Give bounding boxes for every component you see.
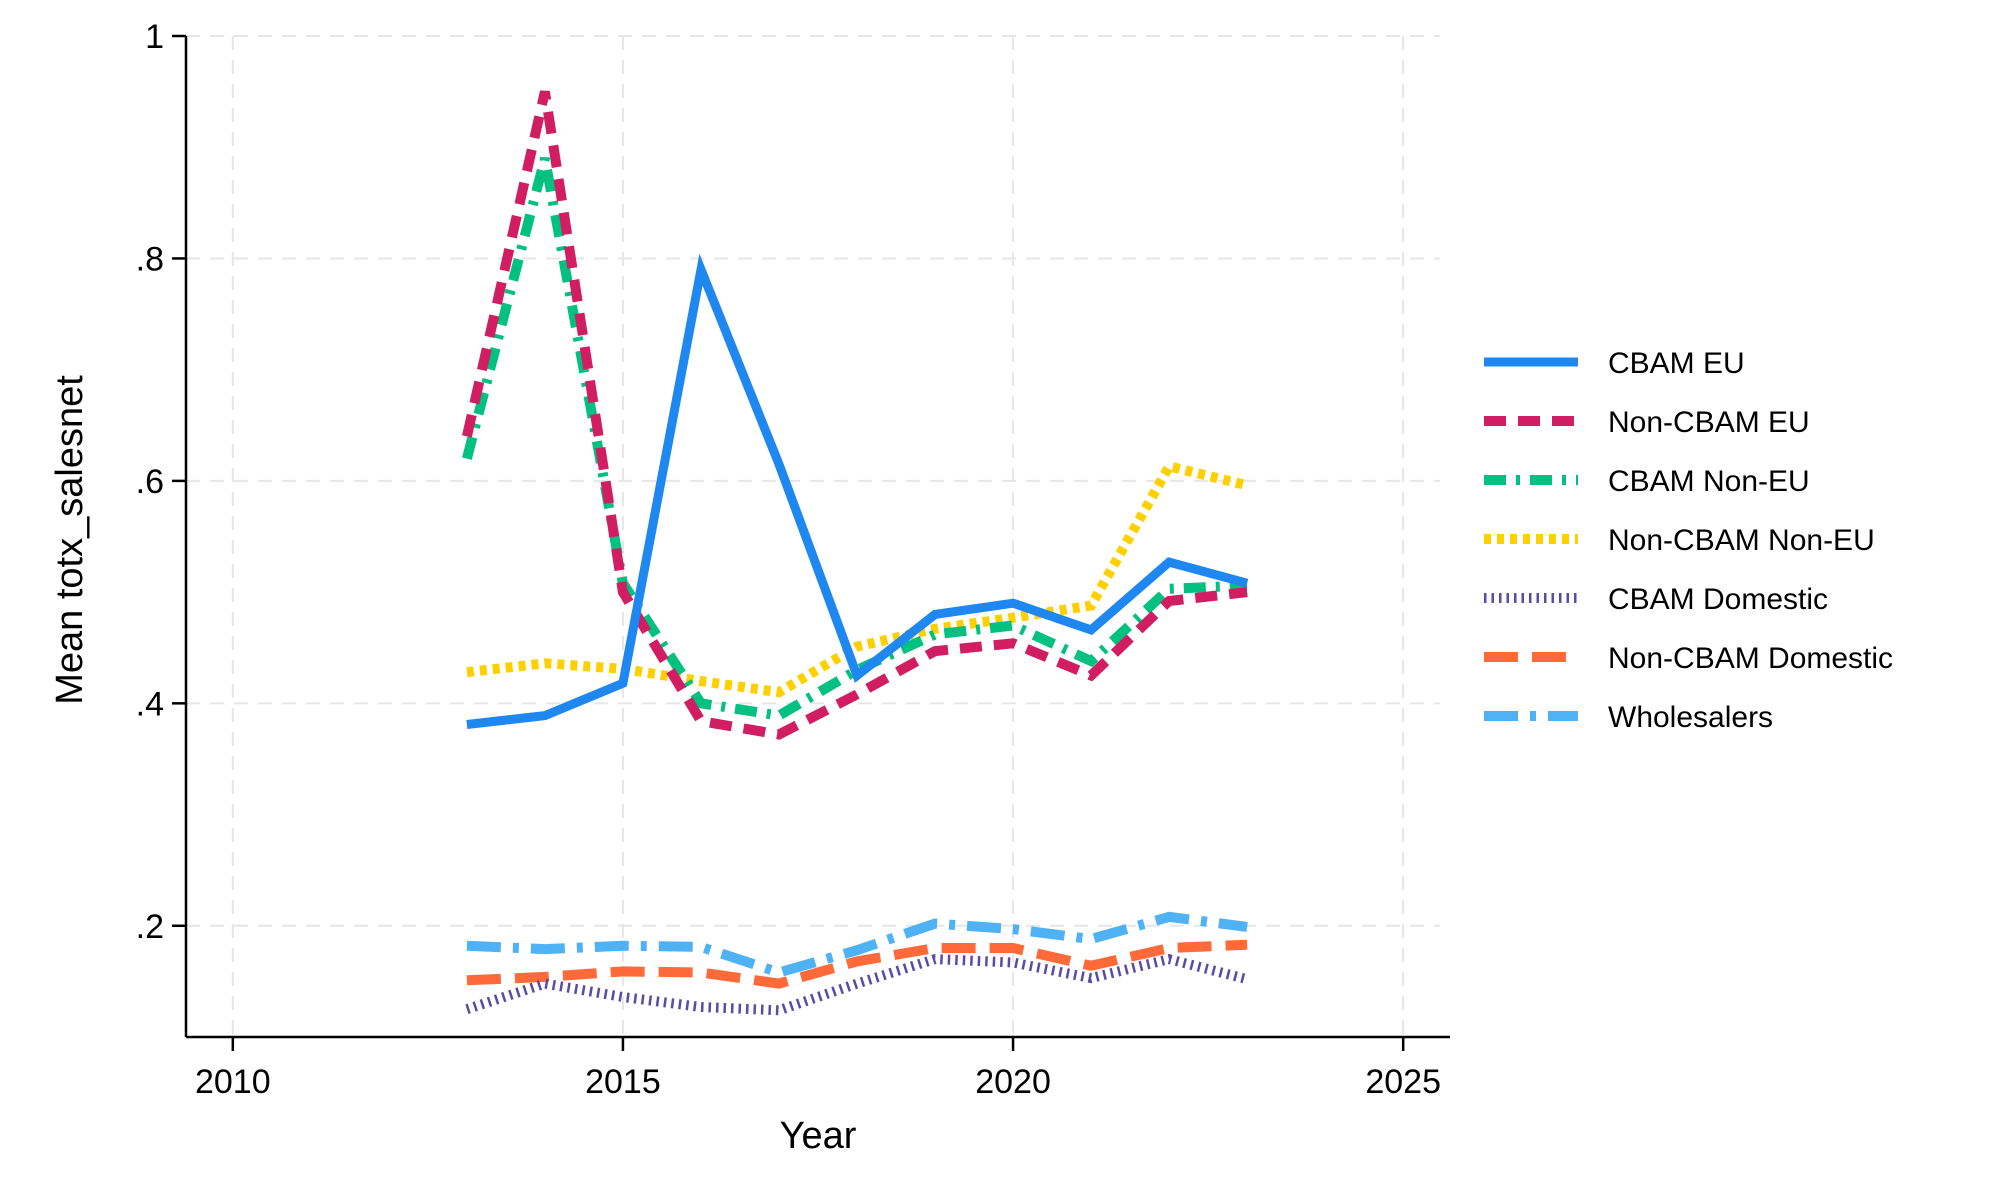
x-axis-title: Year: [780, 1115, 857, 1157]
x-tick-label: 2025: [1365, 1063, 1441, 1101]
axes: [184, 36, 1450, 1039]
y-tick-label: .6: [136, 463, 164, 501]
legend-label-non-cbam-non-eu: Non-CBAM Non-EU: [1608, 524, 1875, 557]
grid-lines: [186, 35, 1440, 1037]
legend-label-cbam-non-eu: CBAM Non-EU: [1608, 465, 1810, 498]
legend-label-non-cbam-eu: Non-CBAM EU: [1608, 406, 1810, 439]
series-line-wholesalers: [466, 911, 1248, 978]
y-tick-label: 1: [145, 18, 164, 56]
y-tick-label: .2: [136, 908, 164, 946]
y-tick-label: .8: [136, 240, 164, 278]
x-tick-label: 2010: [195, 1063, 271, 1101]
series-line-non-cbam-non-eu: [466, 460, 1249, 698]
x-tick-label: 2020: [975, 1063, 1051, 1101]
series-line-cbam-domestic: [465, 953, 1249, 1016]
legend-label-cbam-domestic: CBAM Domestic: [1608, 583, 1828, 616]
legend-label-cbam-eu: CBAM EU: [1608, 347, 1745, 380]
series-line-cbam-non-eu: [462, 157, 1248, 721]
legend-label-non-cbam-domestic: Non-CBAM Domestic: [1608, 642, 1893, 675]
y-tick-label: .4: [136, 685, 164, 723]
legend-label-wholesalers: Wholesalers: [1608, 701, 1773, 734]
x-ticks: 2010 2015 2020 2025: [195, 1037, 1441, 1101]
series-line-non-cbam-eu: [462, 90, 1248, 740]
x-tick-label: 2015: [585, 1063, 661, 1101]
legend: CBAM EU Non-CBAM EU CBAM Non-EU Non-CBAM No…: [1484, 347, 1893, 734]
y-axis-title: Mean totx_salesnet: [49, 375, 91, 705]
series-line-non-cbam-domestic: [466, 939, 1248, 989]
y-ticks: .2 .4 .6 .8 1: [136, 18, 186, 946]
series-lines: [462, 90, 1249, 1016]
series-line-cbam-eu: [466, 253, 1249, 729]
